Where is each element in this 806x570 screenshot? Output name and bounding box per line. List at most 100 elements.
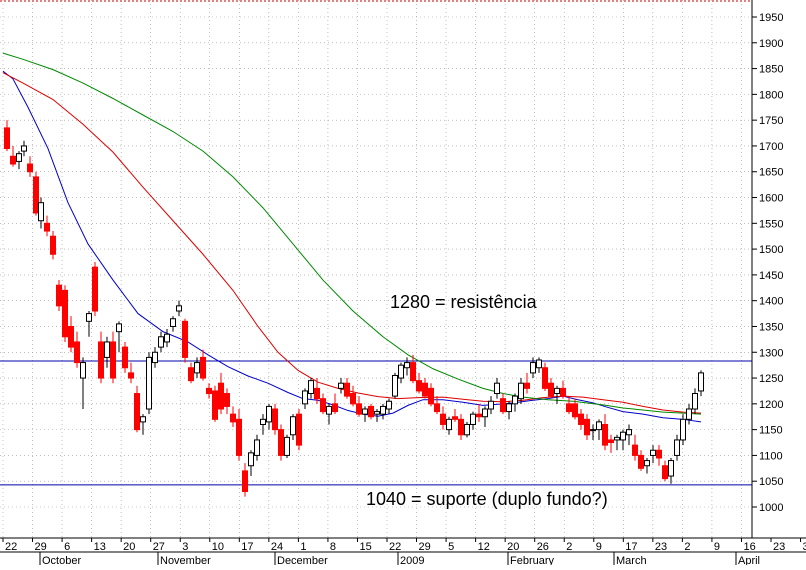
- candle-down: [332, 393, 338, 415]
- candle-down: [224, 388, 230, 415]
- y-tick-label: 1600: [759, 193, 783, 205]
- month-label: October: [42, 555, 81, 565]
- candle-down: [416, 372, 422, 394]
- candle-body: [86, 313, 92, 322]
- y-tick-label: 1150: [759, 425, 783, 437]
- candle-down: [440, 406, 446, 430]
- candle-down: [410, 354, 416, 384]
- candle-up: [512, 393, 518, 412]
- candle-down: [56, 280, 62, 311]
- candle-down: [428, 383, 434, 407]
- candle-body: [632, 444, 638, 456]
- candle-body: [254, 439, 260, 456]
- month-label: November: [160, 555, 211, 565]
- candle-down: [500, 393, 506, 415]
- candle-up: [470, 411, 476, 430]
- candle-up: [194, 357, 200, 379]
- candle-body: [578, 413, 584, 425]
- candle-body: [314, 387, 320, 400]
- candle-body: [530, 362, 536, 374]
- candle-body: [308, 380, 314, 395]
- candle-down: [560, 380, 566, 399]
- candle-body: [212, 390, 218, 420]
- candle-body: [512, 395, 518, 405]
- candle-up: [164, 329, 170, 348]
- candle-body: [560, 387, 566, 397]
- candle-up: [530, 357, 536, 379]
- x-tick-label: 12: [478, 541, 490, 553]
- candle-up: [644, 458, 650, 474]
- candle-body: [158, 336, 164, 348]
- month-label: December: [277, 555, 328, 565]
- candle-body: [4, 127, 10, 150]
- candle-body: [128, 372, 134, 379]
- candle-body: [62, 289, 68, 338]
- x-tick-label: 23: [655, 541, 667, 553]
- candle-body: [644, 460, 650, 467]
- x-tick-label: 22: [389, 541, 401, 553]
- candle-up: [668, 458, 674, 484]
- candle-body: [650, 449, 656, 456]
- candle-up: [21, 140, 27, 157]
- candle-down: [434, 396, 440, 415]
- candle-body: [92, 266, 98, 312]
- candle-body: [21, 145, 27, 152]
- candle-down: [548, 378, 554, 399]
- candle-body: [356, 403, 362, 415]
- resistance-label: 1280 = resistência: [390, 292, 538, 312]
- candle-up: [302, 388, 308, 409]
- candle-down: [638, 450, 644, 471]
- x-tick-label: 13: [94, 541, 106, 553]
- candle-up: [692, 388, 698, 415]
- candle-down: [314, 378, 320, 404]
- x-tick-label: 1: [300, 541, 306, 553]
- x-tick-label: 30: [803, 541, 806, 553]
- candle-body: [170, 318, 176, 327]
- candle-up: [338, 378, 344, 394]
- candle-body: [68, 325, 74, 348]
- candle-body: [296, 413, 302, 446]
- candle-down: [572, 398, 578, 420]
- x-tick-label: 17: [241, 541, 253, 553]
- candle-body: [470, 413, 476, 425]
- candle-body: [242, 470, 248, 493]
- candle-down: [458, 414, 464, 440]
- axes: [0, 0, 806, 553]
- candle-up: [86, 311, 92, 337]
- candle-body: [386, 400, 392, 410]
- candle-down: [272, 403, 278, 435]
- candle-body: [44, 222, 50, 232]
- x-tick-label: 9: [714, 541, 720, 553]
- candle-body: [16, 153, 22, 162]
- candle-body: [224, 393, 230, 407]
- x-tick-label: 2: [684, 541, 690, 553]
- candle-body: [536, 359, 542, 369]
- candle-body: [518, 382, 524, 400]
- x-tick-label: 20: [507, 541, 519, 553]
- candle-down: [134, 385, 140, 433]
- candle-body: [410, 362, 416, 382]
- candle-body: [404, 362, 410, 369]
- candle-up: [266, 403, 272, 430]
- y-tick-labels: 1000 1050 1100 1150 1200 1250 1300 1350 1400 1450…: [752, 12, 783, 514]
- candle-down: [74, 331, 80, 368]
- candle-body: [440, 413, 446, 425]
- candle-body: [398, 364, 404, 379]
- candle-down: [356, 396, 362, 417]
- y-tick-label: 1650: [759, 167, 783, 179]
- candle-body: [38, 202, 44, 222]
- x-tick-label: 26: [537, 541, 549, 553]
- candle-up: [260, 414, 266, 435]
- candle-up: [380, 403, 386, 420]
- candle-body: [56, 284, 62, 307]
- candle-down: [50, 231, 56, 260]
- candle-up: [398, 362, 404, 384]
- candle-down: [296, 409, 302, 451]
- y-tick-label: 1000: [759, 502, 783, 514]
- candle-up: [254, 434, 260, 461]
- candle-body: [692, 393, 698, 410]
- candle-down: [344, 378, 350, 399]
- x-tick-label: 6: [64, 541, 70, 553]
- candle-up: [16, 151, 22, 170]
- candle-body: [50, 235, 56, 255]
